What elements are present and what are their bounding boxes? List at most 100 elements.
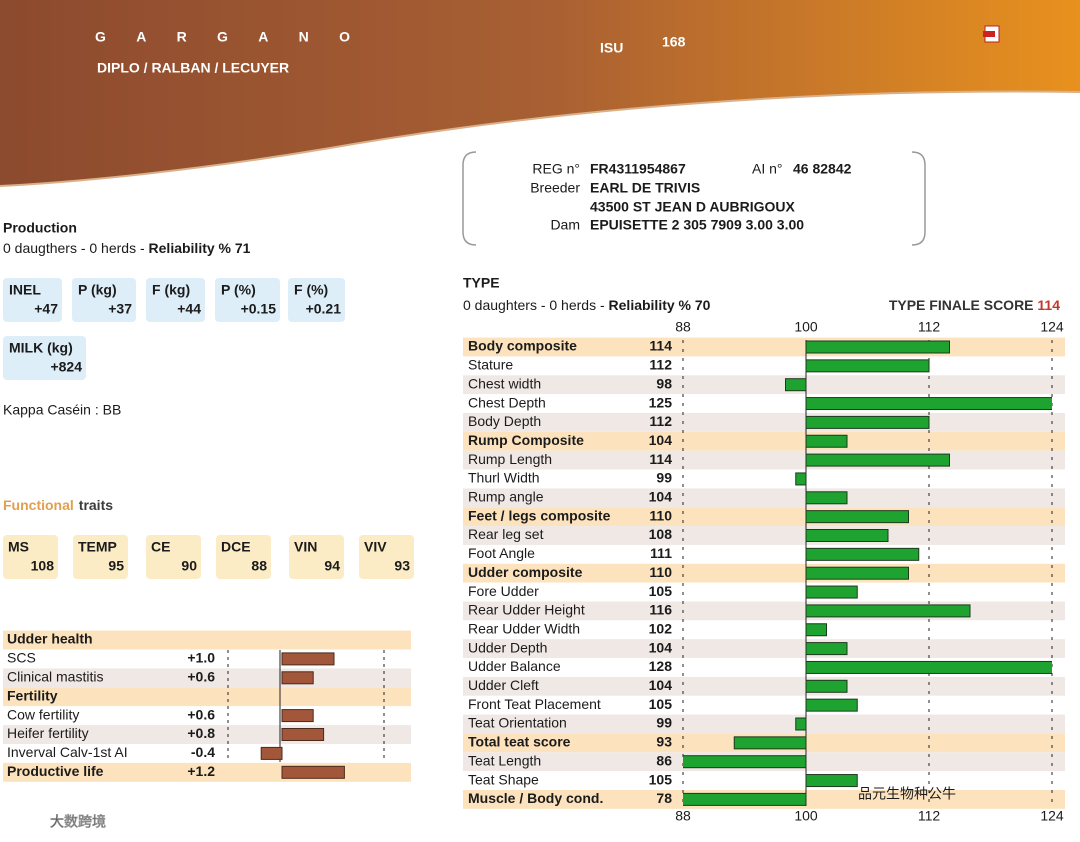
row-value: 104 <box>649 489 673 505</box>
row-bg <box>463 469 1065 489</box>
info-label: REG n° <box>532 161 580 177</box>
watermark: 大数跨境 <box>50 814 106 830</box>
row-value: 112 <box>649 357 672 373</box>
bar <box>805 566 909 580</box>
trait-value: 108 <box>31 558 55 574</box>
row-value: 102 <box>649 620 673 636</box>
index-box <box>72 278 136 322</box>
x-tick-label: 112 <box>918 808 941 824</box>
value-label: +0.6 <box>187 706 215 722</box>
row-label: Heifer fertility <box>7 725 89 741</box>
final-score-line: TYPE FINALE SCORE 114 <box>889 297 1060 313</box>
reliability: Reliability % 71 <box>149 240 251 256</box>
daughters: 0 daughters - 0 herds - <box>463 297 609 313</box>
bar <box>805 415 930 429</box>
bar <box>805 660 1052 674</box>
row-label: Rump angle <box>468 489 544 505</box>
bar <box>795 472 807 486</box>
bar <box>281 709 314 723</box>
row-bg <box>463 450 1065 470</box>
bar <box>805 698 858 712</box>
row-label: Udder composite <box>468 564 583 580</box>
info-bracket-right <box>911 151 926 246</box>
row-label: Body composite <box>468 338 577 354</box>
row-label: Clinical mastitis <box>7 669 103 685</box>
row-value: 110 <box>649 564 672 580</box>
row-value: 114 <box>649 451 672 467</box>
row-label: Rear leg set <box>468 526 544 542</box>
reliability: Reliability % 70 <box>609 297 711 313</box>
index-label: P (%) <box>221 282 256 298</box>
row-value: 78 <box>656 790 672 806</box>
row-label: SCS <box>7 650 36 666</box>
index-value: +47 <box>34 301 58 317</box>
row-bg <box>463 431 1065 451</box>
value-label: +1.2 <box>187 763 215 779</box>
row-bg <box>463 582 1065 602</box>
bar <box>281 728 325 741</box>
index-box <box>3 278 62 322</box>
info-value: EARL DE TRIVIS <box>590 180 700 196</box>
row-label: Rump Length <box>468 451 552 467</box>
header-band <box>0 0 1080 186</box>
row-label: Foot Angle <box>468 545 535 561</box>
row-bg <box>463 413 1065 432</box>
row-bg <box>463 676 1065 696</box>
bar <box>805 623 827 637</box>
row-label: Chest Depth <box>468 394 546 410</box>
trait-value: 88 <box>251 558 267 574</box>
index-value: +44 <box>177 301 201 317</box>
index-box <box>3 336 86 380</box>
row-label: Rear Udder Height <box>468 602 585 618</box>
value-label: +0.8 <box>187 725 215 741</box>
index-label: MILK (kg) <box>9 340 73 356</box>
section-title: Functional traits <box>3 497 113 513</box>
index-value: +824 <box>50 359 82 375</box>
row-label: Muscle / Body cond. <box>468 790 603 806</box>
bar <box>805 340 950 354</box>
section-title: TYPE <box>463 275 500 291</box>
final-label: TYPE FINALE SCORE <box>889 297 1038 313</box>
bar <box>805 642 848 656</box>
row-bg <box>463 375 1065 395</box>
row-bg <box>463 544 1065 564</box>
row-label: Productive life <box>7 763 104 779</box>
bar <box>281 652 335 666</box>
bar <box>805 529 889 542</box>
info-value: 43500 ST JEAN D AUBRIGOUX <box>590 199 796 215</box>
index-label: INEL <box>9 282 41 298</box>
trait-label: CE <box>151 539 170 555</box>
row-label: Body Depth <box>468 413 541 429</box>
info-value: EPUISETTE 2 305 7909 3.00 3.00 <box>590 217 804 233</box>
row-value: 116 <box>649 602 672 618</box>
row-value: 125 <box>649 394 673 410</box>
bar <box>281 765 345 779</box>
row-bg <box>463 620 1065 640</box>
row-label: Inverval Calv-1st AI <box>7 744 128 760</box>
row-value: 104 <box>649 639 673 655</box>
index-value: +0.15 <box>241 301 277 317</box>
x-tick-label: 124 <box>1040 808 1064 824</box>
row-bg <box>463 639 1065 659</box>
trait-value: 93 <box>394 558 410 574</box>
trait-box <box>146 535 201 579</box>
index-box <box>215 278 280 322</box>
x-tick-label: 124 <box>1040 319 1064 335</box>
info-value: 46 82842 <box>793 161 852 177</box>
watermark: 品元生物种公牛 <box>858 786 956 802</box>
row-bg <box>463 563 1065 583</box>
info-label: Dam <box>550 217 580 233</box>
row-label: Teat Length <box>468 752 541 768</box>
row-bg <box>463 507 1065 527</box>
row-label: Teat Shape <box>468 771 539 787</box>
bar <box>683 755 807 769</box>
row-label: Feet / legs composite <box>468 507 611 523</box>
functional-title: Functional <box>3 497 74 513</box>
row-value: 128 <box>649 658 673 674</box>
functional-suffix: traits <box>79 497 113 513</box>
index-label: F (kg) <box>152 282 190 298</box>
final-score: 114 <box>1037 297 1060 313</box>
row-bg <box>3 630 411 650</box>
bar <box>281 671 314 685</box>
